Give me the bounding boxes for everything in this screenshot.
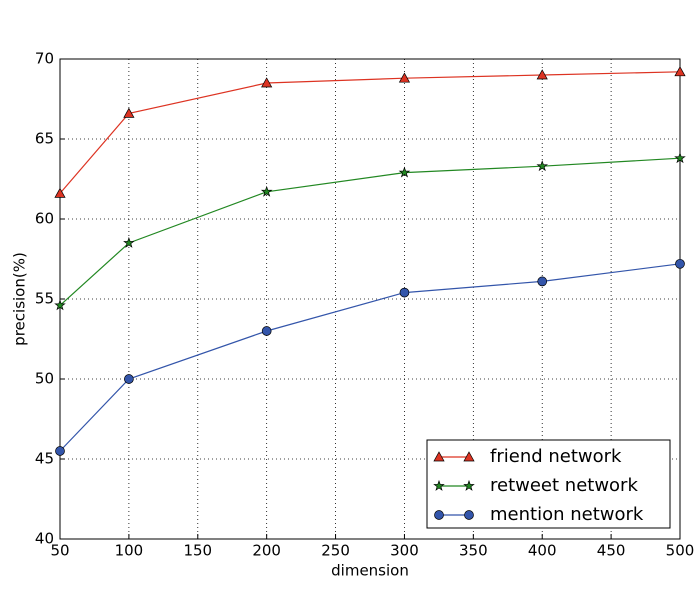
marker xyxy=(261,326,272,336)
y-tick-label: 65 xyxy=(35,130,54,148)
x-tick-label: 350 xyxy=(459,542,488,560)
marker xyxy=(261,77,273,88)
marker xyxy=(463,479,475,491)
y-tick-label: 45 xyxy=(35,450,54,468)
marker xyxy=(123,236,135,248)
marker xyxy=(464,510,474,520)
marker xyxy=(433,451,445,462)
y-tick-label: 55 xyxy=(35,290,54,308)
marker xyxy=(124,374,134,384)
x-tick-label: 450 xyxy=(597,542,626,560)
x-tick-label: 100 xyxy=(115,542,144,560)
marker xyxy=(675,258,685,269)
marker xyxy=(398,166,411,178)
marker xyxy=(537,276,548,287)
legend-label: friend network xyxy=(490,446,622,467)
legend-label: mention network xyxy=(490,504,644,525)
marker xyxy=(398,72,411,83)
y-tick-label: 40 xyxy=(35,530,54,548)
marker xyxy=(54,299,66,311)
x-tick-label: 500 xyxy=(666,542,695,560)
x-tick-label: 300 xyxy=(390,542,419,560)
y-tick-label: 70 xyxy=(35,50,54,68)
x-tick-label: 50 xyxy=(50,542,69,560)
marker xyxy=(54,187,66,198)
x-tick-label: 400 xyxy=(528,542,557,560)
marker xyxy=(536,69,548,80)
y-tick-label: 60 xyxy=(35,210,54,228)
marker xyxy=(433,479,445,491)
line xyxy=(59,71,681,194)
line xyxy=(59,263,681,452)
marker xyxy=(536,160,548,172)
marker xyxy=(674,66,686,77)
plot-frame xyxy=(59,58,681,540)
x-tick-label: 150 xyxy=(183,542,212,560)
legend-label: retweet network xyxy=(490,475,638,496)
x-tick-label: 200 xyxy=(252,542,281,560)
y-tick-label: 50 xyxy=(35,370,54,388)
marker xyxy=(399,287,410,298)
marker xyxy=(434,510,444,520)
y-axis-label: precision(%) xyxy=(11,252,29,346)
marker xyxy=(123,107,135,118)
line xyxy=(59,157,681,306)
x-axis-label: dimension xyxy=(331,562,409,580)
marker xyxy=(55,446,65,456)
marker xyxy=(674,152,686,164)
x-tick-label: 250 xyxy=(321,542,350,560)
marker xyxy=(463,451,475,462)
marker xyxy=(260,185,273,197)
